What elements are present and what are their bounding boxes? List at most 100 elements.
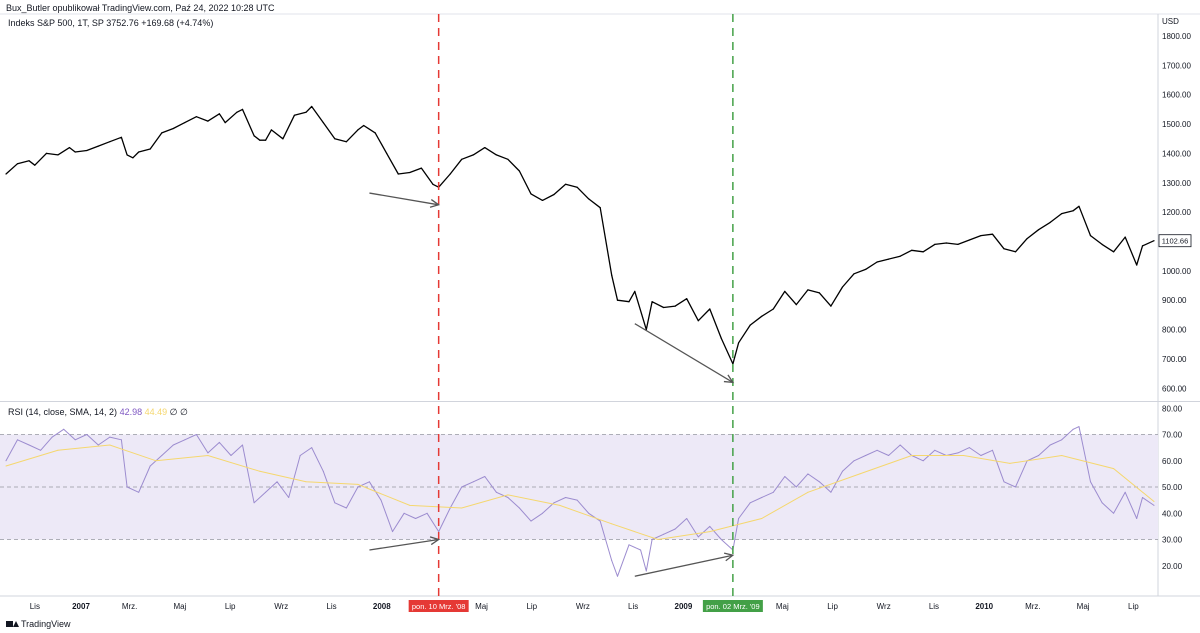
price-legend: Indeks S&P 500, 1T, SP 3752.76 +169.68 (… [8,18,214,28]
rsi-point [1124,491,1126,493]
rsi-point [807,473,809,475]
rsi-point [576,499,578,501]
x-tick-label: Lis [628,602,638,611]
price-point [1072,210,1074,212]
rsi-tick-label: 80.00 [1162,404,1183,413]
green-date-badge [702,600,763,612]
rsi-point [1078,426,1080,428]
rsi-point [218,441,220,443]
price-tick-label: 1600.00 [1162,91,1191,100]
price-tick-label: 600.00 [1162,384,1187,393]
rsi-point [126,486,128,488]
price-point [357,129,359,131]
price-tick-label: 1200.00 [1162,208,1191,217]
price-point [68,147,71,149]
price-point [541,199,544,201]
rsi-point [709,525,711,527]
rsi-point [1113,512,1115,514]
price-point [374,132,376,134]
price-point [397,173,399,175]
price-tick-label: 1800.00 [1162,32,1191,41]
rsi-point [1049,444,1051,446]
rsi-ma-point [1153,501,1155,502]
rsi-ma-point [709,531,711,533]
price-point [224,122,226,124]
price-point [484,147,486,149]
rsi-point [686,518,688,519]
rsi-point [161,455,163,456]
rsi-ma-point [611,523,613,525]
x-tick-label: 2009 [675,602,693,611]
rsi-point [253,502,255,504]
price-tick-label: 700.00 [1162,355,1187,364]
rsi-ma-point [807,491,809,493]
price-point [957,243,959,245]
price-point [628,301,630,303]
price-point [45,152,48,154]
rsi-point [380,499,382,501]
price-point [616,299,619,301]
rsi-point [438,531,440,533]
price-point [195,116,197,118]
price-tick-label: 800.00 [1162,326,1187,335]
rsi-point [645,570,647,572]
rsi-point [1038,455,1040,456]
rsi-ma-point [1113,468,1115,470]
rsi-band-fill [0,434,1158,540]
price-point [1061,213,1063,215]
price-tick-label: 1400.00 [1162,149,1191,158]
price-point [449,173,451,175]
rsi-ma-point [155,460,157,462]
trend-arrows[interactable] [369,192,735,577]
price-point [305,111,307,113]
price-point [518,170,521,172]
x-tick-label: Lis [30,602,40,611]
price-point [634,290,636,292]
rsi-tick-label: 20.00 [1162,562,1183,571]
rsi-point [1072,428,1074,430]
rsi-ma-point [761,518,763,519]
rsi-point [63,428,65,430]
rsi-point [415,518,417,519]
price-point [409,171,411,174]
price-point [795,304,797,306]
rsi-point [542,512,543,514]
rsi-point [611,560,613,561]
price-point [57,154,59,156]
price-point [599,207,601,209]
rsi-point [1142,497,1143,498]
rsi-ma-legend-value: 44.49 [144,407,168,417]
price-point [207,120,209,122]
y-axis: USD600.00700.00800.00900.001000.001100.0… [1158,17,1191,571]
price-point [565,183,567,185]
rsi-point [345,507,347,509]
price-tick-label: 900.00 [1162,296,1187,305]
price-point [253,135,255,137]
price-point [126,154,128,156]
price-point [853,273,855,275]
price-point [738,342,740,344]
rsi-point [865,455,867,456]
rsi-point [588,512,590,514]
x-tick-label: Mrz. [122,602,138,611]
rsi-point [1153,504,1155,506]
rsi-point [195,434,197,435]
price-point [576,186,578,188]
price-point [588,198,590,200]
rsi-legend: RSI (14, close, SMA, 14, 2) 42.98 44.49 … [8,407,188,418]
rsi-point [322,470,324,472]
price-tick-label: 1500.00 [1162,120,1191,129]
x-tick-label: Mrz. [1025,602,1041,611]
rsi-point [276,481,278,483]
x-tick-label: Lip [526,602,537,611]
red-date-badge [408,600,469,612]
x-tick-label: Maj [776,602,789,611]
price-series [5,105,1155,365]
rsi-point [674,528,676,530]
price-point [1141,245,1144,247]
price-point [772,308,774,310]
rsi-point [842,470,843,472]
rsi-point [311,447,313,449]
rsi-point [265,491,267,493]
